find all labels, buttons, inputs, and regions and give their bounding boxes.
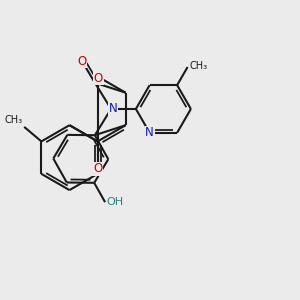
Text: CH₃: CH₃ (4, 115, 22, 125)
Text: OH: OH (106, 197, 124, 207)
Text: N: N (109, 102, 117, 116)
Text: O: O (93, 162, 102, 176)
Text: N: N (145, 126, 154, 139)
Text: O: O (94, 72, 103, 85)
Text: O: O (77, 55, 87, 68)
Text: CH₃: CH₃ (190, 61, 208, 71)
